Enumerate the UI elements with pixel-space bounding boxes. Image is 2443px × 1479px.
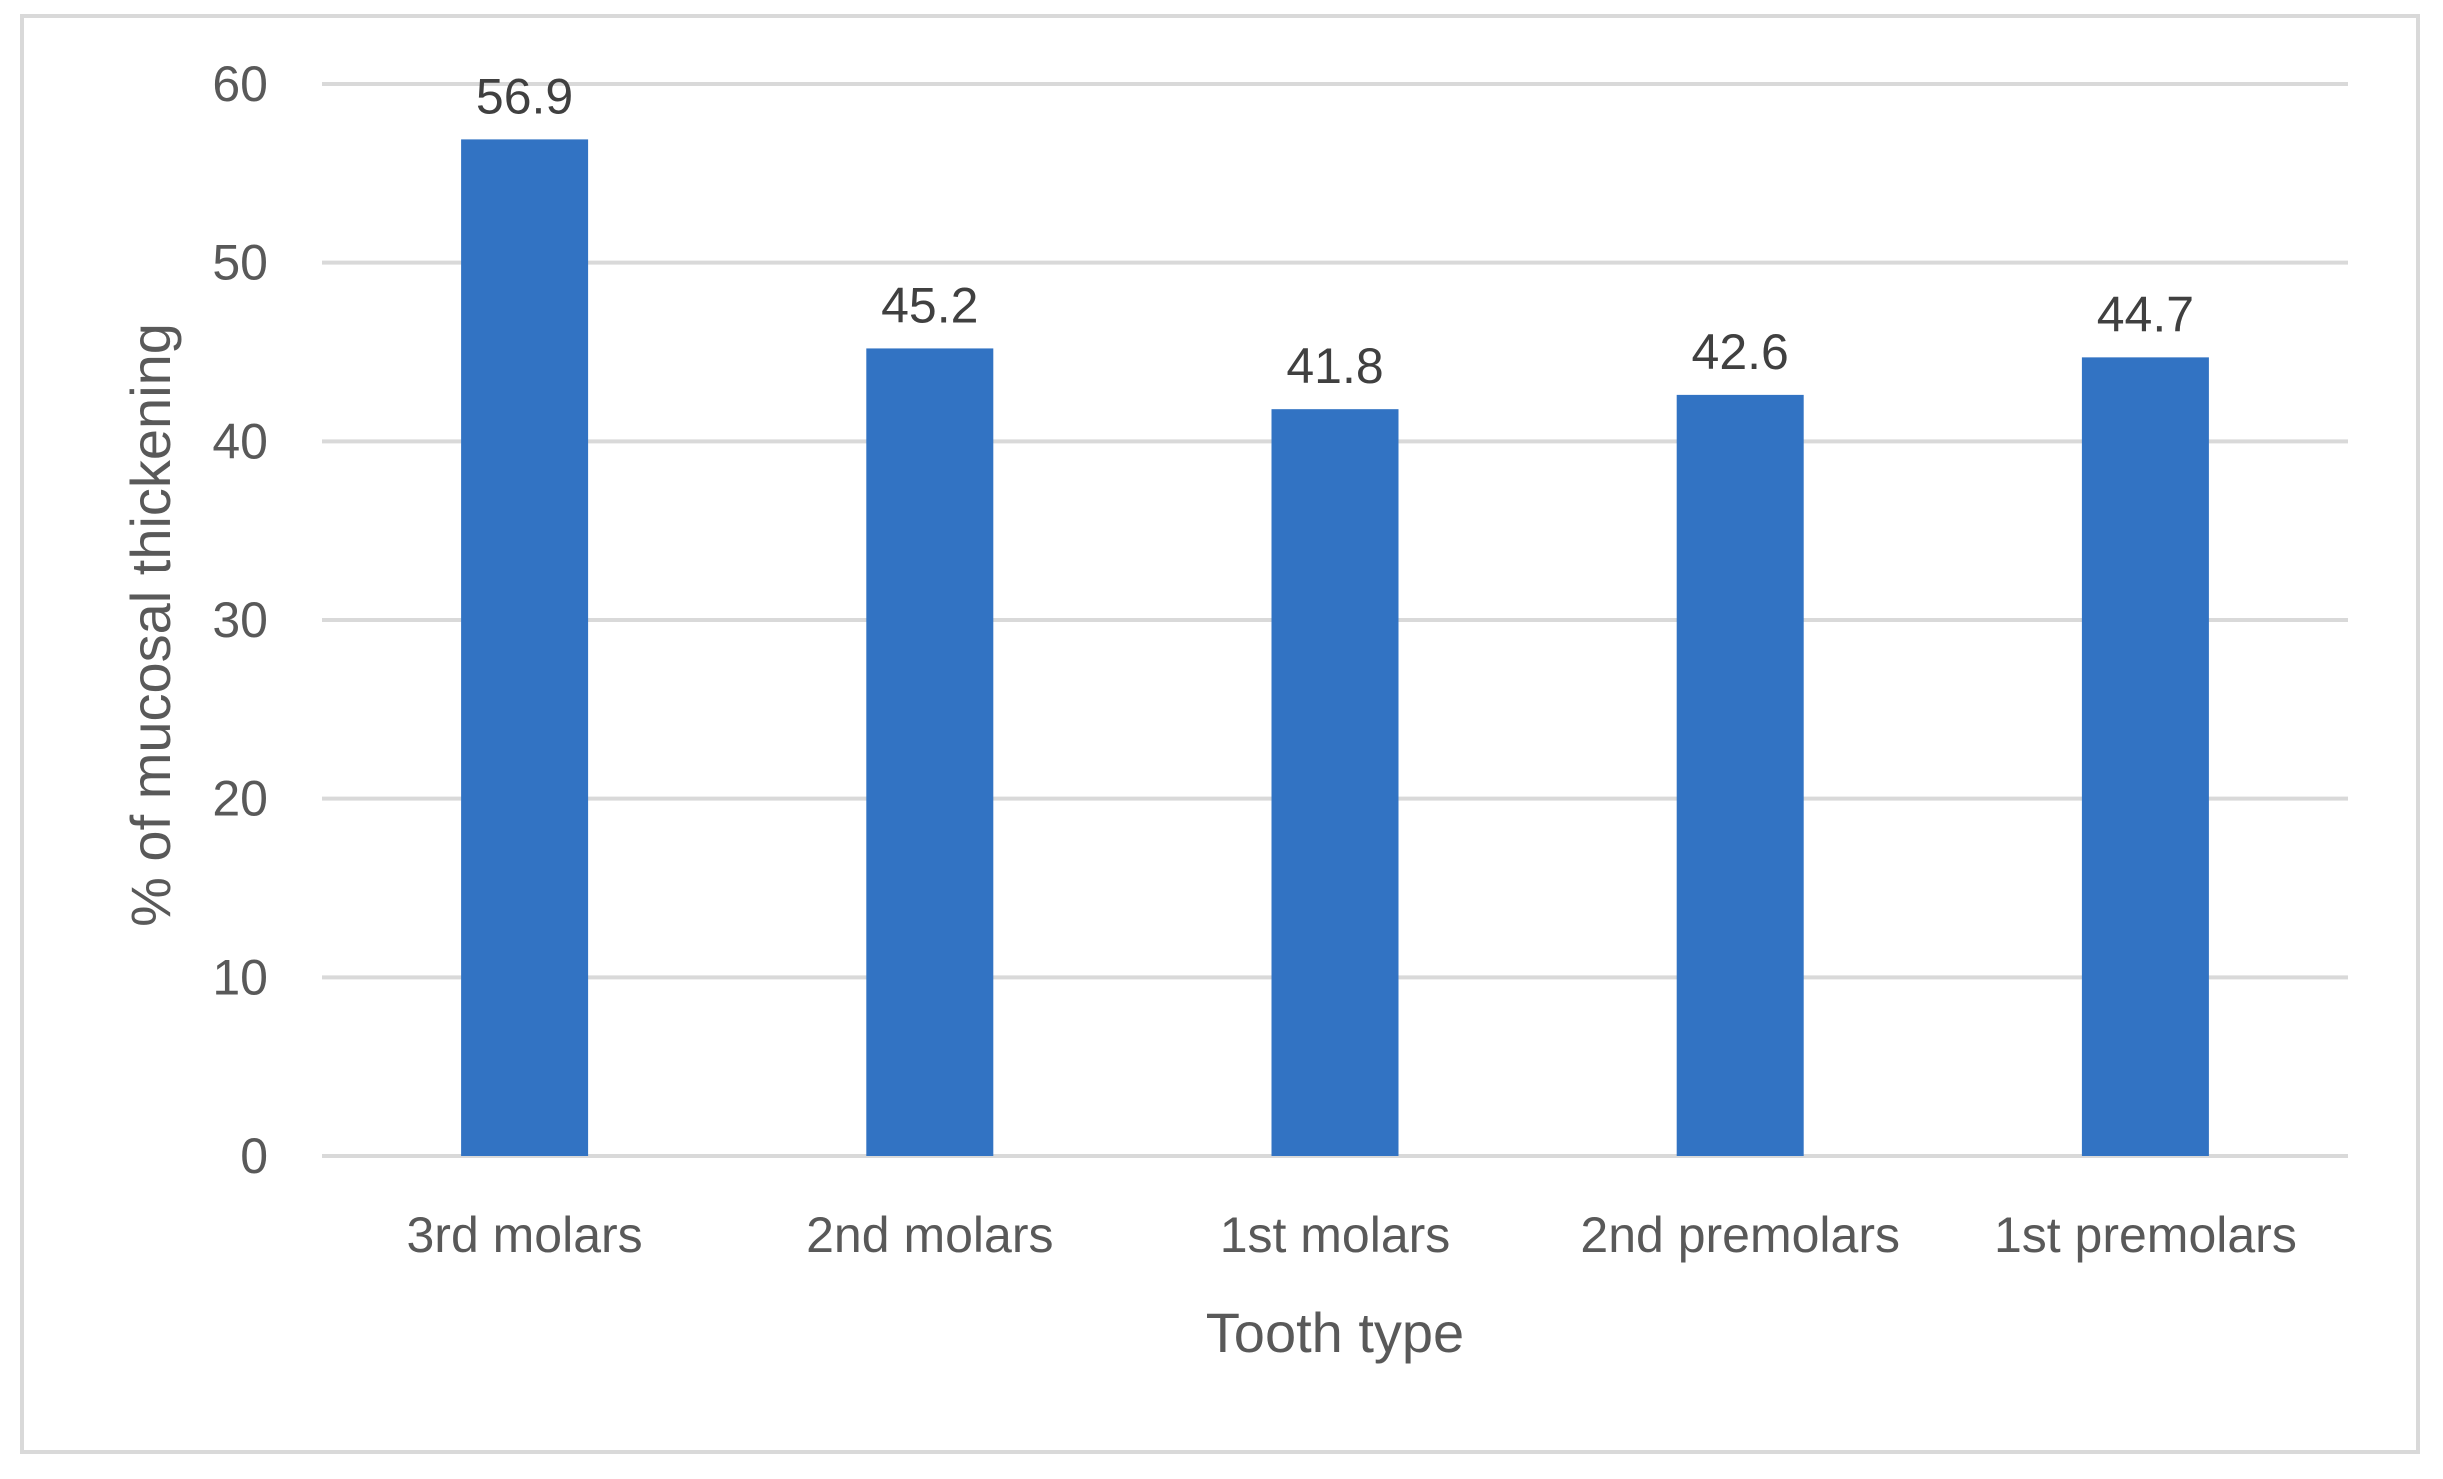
bar-3rd-molars xyxy=(461,139,589,1157)
x-tick-label: 1st molars xyxy=(1220,1207,1451,1263)
x-tick-label: 2nd premolars xyxy=(1580,1207,1900,1263)
x-tick-label: 3rd molars xyxy=(407,1207,643,1263)
bar-1st-molars xyxy=(1271,409,1399,1156)
y-axis-title: % of mucosal thickening xyxy=(119,323,182,927)
x-axis-ticks: 3rd molars 2nd molars 1st molars 2nd premol… xyxy=(407,1207,2297,1263)
x-tick-label: 1st premolars xyxy=(1994,1207,2297,1263)
y-tick-label: 20 xyxy=(212,771,268,827)
data-label: 44.7 xyxy=(2097,286,2194,342)
data-label: 56.9 xyxy=(476,68,573,124)
x-axis-title: Tooth type xyxy=(1206,1301,1464,1364)
y-tick-label: 60 xyxy=(212,56,268,112)
y-tick-label: 30 xyxy=(212,592,268,648)
data-label: 41.8 xyxy=(1286,338,1383,394)
data-labels: 56.9 45.2 41.8 42.6 44.7 xyxy=(476,68,2194,394)
bars xyxy=(461,139,2209,1157)
data-label: 42.6 xyxy=(1692,324,1789,380)
data-label: 45.2 xyxy=(881,277,978,333)
y-tick-label: 50 xyxy=(212,235,268,291)
chart-frame xyxy=(20,14,2420,1454)
bar-1st-premolars xyxy=(2081,357,2209,1156)
y-tick-label: 10 xyxy=(212,949,268,1005)
bar-2nd-molars xyxy=(866,348,994,1157)
bar-2nd-premolars xyxy=(1676,394,1804,1156)
x-tick-label: 2nd molars xyxy=(806,1207,1053,1263)
y-tick-label: 0 xyxy=(240,1128,268,1184)
y-axis-ticks: 0 10 20 30 40 50 60 xyxy=(212,56,268,1184)
y-tick-label: 40 xyxy=(212,413,268,469)
